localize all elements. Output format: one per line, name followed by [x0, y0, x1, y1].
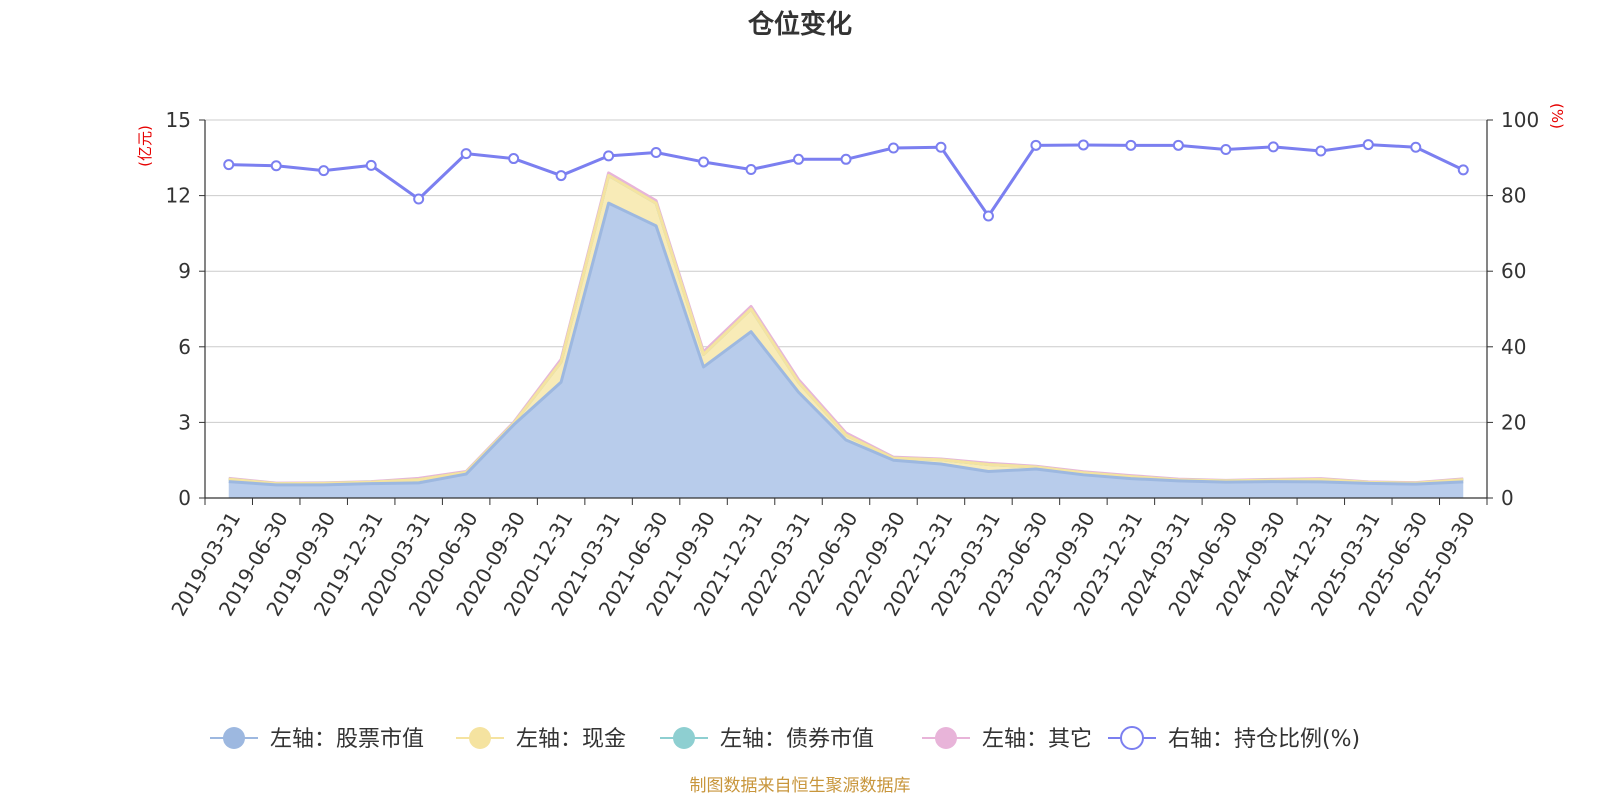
ratio-point: [793, 153, 805, 165]
ratio-point: [365, 159, 377, 171]
legend: 左轴：股票市值 左轴：现金 左轴：债券市值 左轴：其它 右轴：持仓比例(%): [210, 726, 1360, 752]
ratio-point: [698, 156, 710, 168]
ratio-point: [1172, 139, 1184, 151]
ratio-point: [1315, 145, 1327, 157]
ratio-point: [508, 153, 520, 165]
legend-item[interactable]: 左轴：债券市值: [660, 727, 874, 752]
ratio-point: [887, 142, 899, 154]
left-tick-label: 6: [178, 335, 191, 359]
legend-marker: [223, 727, 245, 749]
area-edge-左轴：股票市值: [228, 201, 1464, 487]
ratio-point: [270, 160, 282, 172]
legend-label: 左轴：股票市值: [270, 727, 424, 752]
ratio-point: [1362, 139, 1374, 151]
left-axis-unit: (亿元): [136, 125, 154, 167]
legend-item[interactable]: 左轴：现金: [456, 727, 626, 752]
ratio-point: [603, 150, 615, 162]
right-tick-label: 0: [1501, 486, 1514, 510]
ratio-point: [318, 165, 330, 177]
axes: 036912150204060801002019-03-312019-06-30…: [166, 108, 1540, 620]
legend-item[interactable]: 左轴：股票市值: [210, 727, 424, 752]
legend-label: 左轴：债券市值: [720, 727, 874, 752]
legend-marker: [469, 727, 491, 749]
right-tick-label: 40: [1501, 335, 1526, 359]
legend-label: 左轴：现金: [516, 727, 626, 752]
right-axis-unit: (%): [1548, 103, 1566, 129]
legend-label: 左轴：其它: [982, 727, 1092, 752]
left-tick-label: 3: [178, 410, 191, 434]
right-tick-label: 100: [1501, 108, 1539, 132]
left-tick-label: 0: [178, 486, 191, 510]
ratio-point: [745, 164, 757, 176]
ratio-point: [1410, 141, 1422, 153]
ratio-point: [840, 153, 852, 165]
legend-marker: [1120, 726, 1144, 750]
ratio-point: [413, 193, 425, 205]
left-tick-label: 9: [178, 259, 191, 283]
right-tick-label: 80: [1501, 184, 1526, 208]
ratio-point: [1220, 143, 1232, 155]
ratio-point: [650, 147, 662, 159]
stacked-areas: [228, 171, 1464, 498]
legend-item[interactable]: 左轴：其它: [922, 727, 1092, 752]
ratio-point: [555, 170, 567, 182]
ratio-point: [935, 141, 947, 153]
ratio-point: [982, 210, 994, 222]
chart-title: 仓位变化: [747, 9, 852, 40]
ratio-point: [1457, 164, 1469, 176]
left-tick-label: 15: [166, 108, 191, 132]
ratio-point: [1125, 139, 1137, 151]
right-tick-label: 60: [1501, 259, 1526, 283]
ratio-point: [460, 148, 472, 160]
area-左轴：股票市值: [228, 203, 1464, 498]
ratio-point: [223, 159, 235, 171]
ratio-point: [1030, 139, 1042, 151]
right-tick-label: 20: [1501, 410, 1526, 434]
left-tick-label: 12: [166, 184, 191, 208]
legend-marker: [935, 727, 957, 749]
data-source-note: 制图数据来自恒生聚源数据库: [690, 776, 911, 796]
legend-label: 右轴：持仓比例(%): [1168, 727, 1360, 752]
legend-marker: [673, 727, 695, 749]
ratio-point: [1267, 141, 1279, 153]
ratio-line: [223, 139, 1469, 222]
legend-item[interactable]: 右轴：持仓比例(%): [1108, 726, 1360, 752]
ratio-point: [1077, 139, 1089, 151]
